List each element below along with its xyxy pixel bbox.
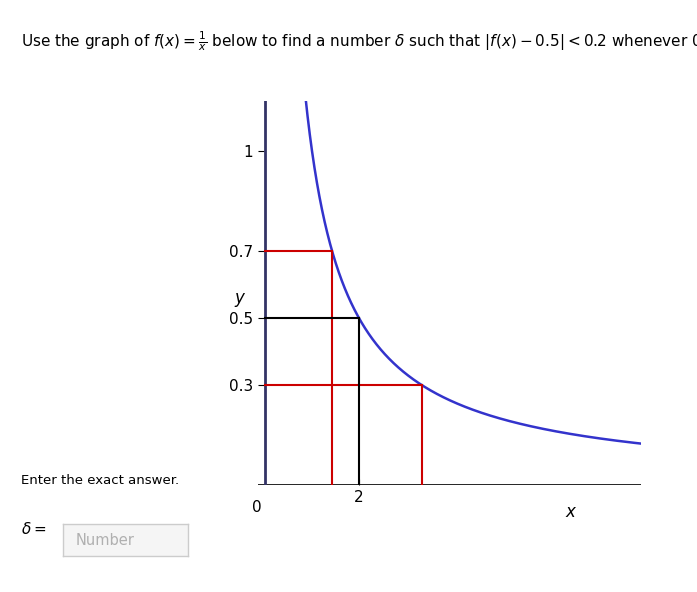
Text: Use the graph of $f(x) = \frac{1}{x}$ below to find a number $\delta$ such that : Use the graph of $f(x) = \frac{1}{x}$ be…	[21, 30, 697, 53]
Text: Enter the exact answer.: Enter the exact answer.	[21, 474, 179, 487]
Text: x: x	[566, 503, 576, 521]
Text: 0: 0	[252, 500, 261, 514]
Text: $\delta =$: $\delta =$	[21, 521, 46, 537]
Text: y: y	[234, 289, 244, 307]
Text: Number: Number	[75, 533, 134, 548]
